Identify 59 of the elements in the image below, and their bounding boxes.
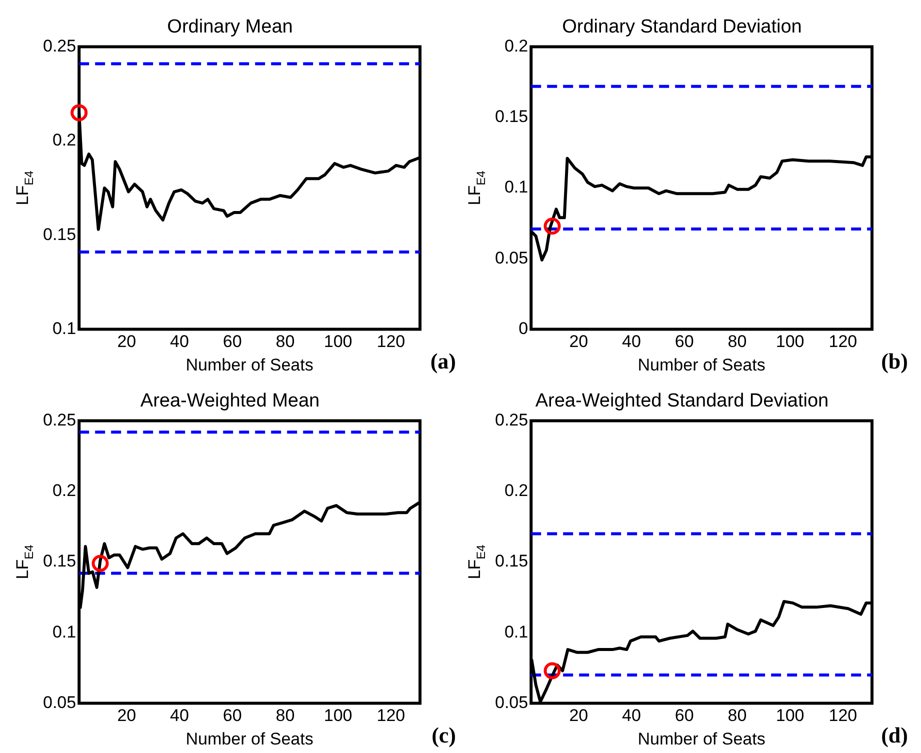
y-tick-label: 0.1 (52, 318, 76, 338)
y-tick-label: 0.15 (494, 107, 528, 126)
x-tick-label: 60 (222, 332, 242, 352)
y-tick-label: 0.25 (494, 410, 528, 430)
x-tick-label: 20 (117, 332, 136, 352)
y-axis-title: LFE4 (465, 170, 488, 206)
x-tick-label: 40 (622, 332, 641, 352)
y-tick-label: 0.1 (504, 622, 528, 642)
x-tick-label: 80 (728, 706, 747, 726)
y-axis-title: LFE4 (465, 544, 488, 580)
x-axis-title: Number of Seats (186, 355, 314, 374)
chart-title: Area-Weighted Mean (140, 390, 320, 412)
text: (d) (881, 722, 908, 748)
x-tick-label: 120 (828, 706, 858, 726)
x-tick-label: 100 (324, 332, 352, 352)
y-tick-label: 0.2 (52, 130, 76, 150)
y-tick-label: 0.05 (494, 248, 528, 268)
x-tick-label: 100 (324, 706, 352, 726)
x-tick-label: 80 (276, 706, 295, 726)
x-tick-label: 40 (170, 706, 189, 726)
x-tick-label: 20 (569, 332, 588, 352)
y-tick-label: 0 (518, 318, 528, 338)
chart-title: Ordinary Standard Deviation (562, 16, 802, 38)
x-tick-label: 20 (569, 706, 588, 726)
text: (a) (430, 348, 456, 374)
x-tick-label: 120 (376, 706, 406, 726)
x-tick-label: 100 (776, 332, 804, 352)
x-tick-label: 120 (376, 332, 406, 352)
chart-title: Area-Weighted Standard Deviation (535, 390, 829, 412)
y-axis-title: LFE4 (13, 170, 36, 206)
y-tick-label: 0.15 (42, 552, 76, 571)
x-tick-label: 120 (828, 332, 858, 352)
text: (c) (432, 722, 456, 748)
x-tick-label: 40 (622, 706, 641, 726)
y-tick-label: 0.2 (52, 481, 76, 500)
x-tick-label: 80 (276, 332, 295, 352)
x-tick-label: 60 (674, 332, 694, 352)
x-tick-label: 40 (170, 332, 189, 352)
y-tick-label: 0.2 (504, 481, 528, 500)
y-tick-label: 0.2 (504, 36, 528, 56)
y-tick-label: 0.1 (52, 622, 76, 642)
x-tick-label: 100 (776, 706, 804, 726)
x-axis-title: Number of Seats (186, 729, 314, 748)
x-axis-title: Number of Seats (638, 729, 766, 748)
x-tick-label: 20 (117, 706, 136, 726)
x-tick-label: 80 (728, 332, 747, 352)
y-tick-label: 0.05 (494, 692, 528, 712)
y-axis-title: LFE4 (13, 544, 36, 580)
chart-title: Ordinary Mean (167, 16, 293, 38)
y-tick-label: 0.25 (42, 36, 76, 56)
y-tick-label: 0.15 (494, 552, 528, 571)
x-axis-title: Number of Seats (638, 355, 766, 374)
y-tick-label: 0.1 (504, 178, 528, 197)
x-tick-label: 60 (674, 706, 694, 726)
x-tick-label: 60 (222, 706, 242, 726)
y-tick-label: 0.05 (42, 692, 76, 712)
y-tick-label: 0.15 (42, 224, 76, 244)
y-tick-label: 0.25 (42, 410, 76, 430)
text: (b) (881, 348, 908, 374)
